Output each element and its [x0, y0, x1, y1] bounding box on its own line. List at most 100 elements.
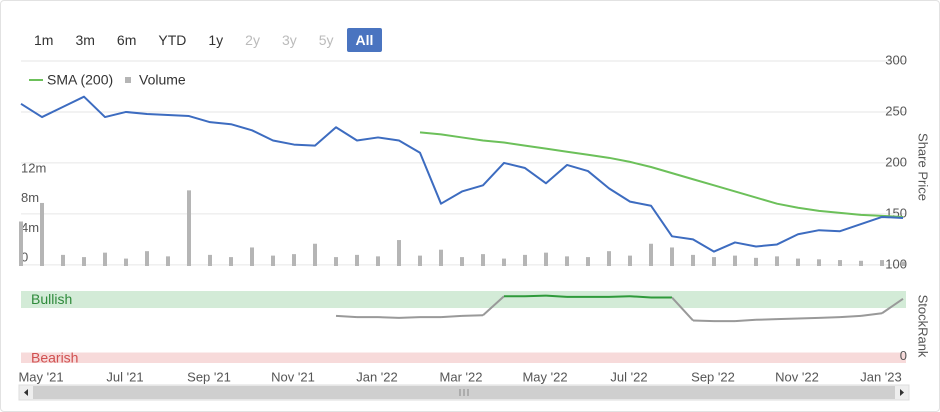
volume-bar — [733, 255, 737, 266]
volume-bar — [439, 249, 443, 266]
range-button[interactable]: 1y — [208, 32, 224, 48]
x-tick-label: Sep '21 — [187, 369, 231, 384]
volume-bar — [754, 257, 758, 266]
volume-bar — [628, 255, 632, 266]
volume-bar — [187, 190, 191, 266]
x-tick-label: Nov '21 — [271, 369, 315, 384]
range-button[interactable]: YTD — [158, 32, 187, 48]
x-tick-label: May '22 — [522, 369, 567, 384]
x-tick-label: Mar '22 — [440, 369, 483, 384]
rank-line — [755, 318, 778, 321]
volume-bar — [481, 254, 485, 266]
rank-line — [860, 312, 883, 317]
legend-sma[interactable]: SMA (200) — [47, 72, 113, 88]
volume-bar — [82, 257, 86, 266]
rank-line — [482, 295, 505, 316]
volume-bar — [691, 254, 695, 266]
rank-line — [440, 314, 463, 319]
volume-bar — [376, 256, 380, 266]
volume-bar — [208, 254, 212, 266]
rank-line — [671, 296, 694, 322]
legend-volume-swatch — [125, 77, 131, 83]
volume-bar — [586, 257, 590, 266]
volume-bar — [523, 254, 527, 266]
volume-bar — [544, 252, 548, 266]
rank-line — [692, 319, 715, 323]
x-tick-label: Jul '22 — [610, 369, 647, 384]
volume-bar — [817, 259, 821, 266]
volume-bar — [838, 260, 842, 266]
y2-tick-label: 0 — [21, 249, 28, 264]
y2-tick-label: 8m — [21, 190, 39, 205]
y-tick-label: 250 — [885, 103, 907, 118]
band-label: Bullish — [31, 291, 72, 307]
volume-bar — [712, 257, 716, 266]
volume-bar — [859, 260, 863, 266]
x-tick-label: May '21 — [18, 369, 63, 384]
volume-bar — [796, 258, 800, 266]
volume-bar — [250, 247, 254, 266]
range-button[interactable]: 6m — [116, 32, 137, 48]
x-tick-label: Jul '21 — [106, 369, 143, 384]
range-button: 2y — [245, 32, 260, 48]
scroll-right-arrow[interactable] — [900, 389, 904, 396]
volume-bar — [103, 252, 107, 266]
x-tick-label: Jan '23 — [860, 369, 902, 384]
legend-volume[interactable]: Volume — [139, 72, 186, 88]
volume-bar — [775, 256, 779, 266]
scroll-left-arrow[interactable] — [24, 389, 28, 396]
scroll-grip — [459, 389, 469, 396]
volume-bar — [418, 255, 422, 266]
range-button[interactable]: All — [346, 28, 383, 52]
volume-bar — [607, 251, 611, 266]
volume-bar — [313, 243, 317, 266]
rank-line — [608, 295, 631, 298]
volume-bar — [19, 221, 23, 266]
price-line — [419, 131, 904, 218]
rank-line — [398, 316, 421, 319]
volume-bar — [397, 240, 401, 266]
volume-bar — [61, 254, 65, 266]
y-tick-label: 300 — [885, 52, 907, 67]
rank-line — [335, 314, 358, 319]
volume-bar — [124, 258, 128, 266]
volume-bar — [502, 258, 506, 266]
volume-bar — [166, 256, 170, 266]
range-button[interactable]: 3m — [75, 32, 95, 48]
rank-line — [377, 316, 400, 319]
range-selector: 1m 3m 6m YTD 1y 2y 3y 5y All — [25, 28, 386, 52]
y-tick-label: 100 — [885, 256, 907, 271]
band-label: Bearish — [31, 349, 78, 365]
scrollbar[interactable] — [18, 384, 910, 401]
rank-line — [797, 316, 820, 320]
rank-band — [21, 352, 906, 363]
volume-bar — [880, 260, 884, 266]
rank-line — [818, 316, 841, 319]
rank-line — [524, 294, 547, 298]
rank-band — [21, 291, 906, 309]
price-line — [20, 95, 904, 253]
volume-bar — [334, 257, 338, 266]
rank-line — [776, 317, 799, 321]
volume-bar — [229, 257, 233, 266]
volume-bar — [460, 257, 464, 266]
range-button[interactable]: 1m — [34, 32, 54, 48]
volume-bar — [649, 243, 653, 266]
volume-bar — [271, 255, 275, 266]
y-axis-title: Share Price — [916, 133, 931, 201]
rank-line — [545, 294, 568, 298]
volume-bar — [292, 254, 296, 266]
rank-line — [734, 318, 757, 323]
rank-line — [629, 295, 652, 299]
y-tick-label: 0 — [900, 348, 907, 363]
rank-line — [461, 314, 484, 317]
x-tick-label: Nov '22 — [775, 369, 819, 384]
volume-bar — [670, 247, 674, 266]
volume-bar — [355, 254, 359, 266]
range-button: 5y — [318, 32, 334, 48]
rank-line — [881, 298, 904, 315]
y2-tick-label: 4m — [21, 220, 39, 235]
volume-bar — [565, 256, 569, 266]
rank-line — [839, 314, 862, 319]
